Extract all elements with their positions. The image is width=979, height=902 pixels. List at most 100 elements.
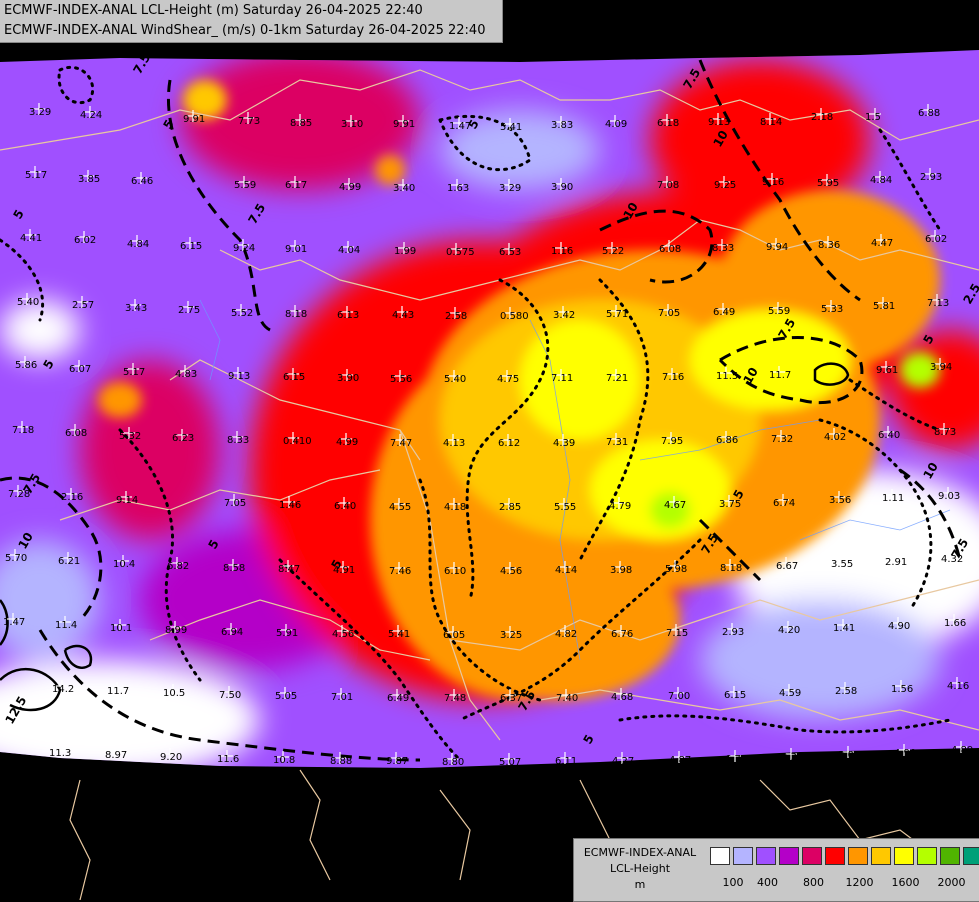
value-label: 8.88 xyxy=(330,756,352,767)
crosshair xyxy=(335,688,347,700)
value-label: 5.40 xyxy=(17,297,39,308)
value-label: 4.41 xyxy=(20,233,42,244)
crosshair xyxy=(615,625,627,637)
crosshair xyxy=(338,497,350,509)
legend-swatch xyxy=(802,847,822,865)
crosshair xyxy=(69,424,81,436)
crosshair xyxy=(557,434,569,446)
legend-tick-label: 1600 xyxy=(891,876,920,889)
value-label: 7.95 xyxy=(661,436,683,447)
value-label: 7.13 xyxy=(927,298,949,309)
crosshair xyxy=(555,178,567,190)
value-label: 5.86 xyxy=(15,360,37,371)
crosshair xyxy=(889,553,901,565)
value-label: 4.82 xyxy=(555,629,577,640)
value-label: 6.08 xyxy=(659,244,681,255)
crosshair xyxy=(672,687,684,699)
crosshair xyxy=(670,624,682,636)
value-label: 4.13 xyxy=(443,438,465,449)
value-label: 6.15 xyxy=(180,241,202,252)
crosshair xyxy=(783,684,795,696)
value-label: 6.86 xyxy=(716,435,738,446)
crosshair xyxy=(723,495,735,507)
value-label: 7.05 xyxy=(224,498,246,509)
legend-swatch xyxy=(963,847,979,865)
value-label: 7.15 xyxy=(666,628,688,639)
value-label: 5.98 xyxy=(665,564,687,575)
value-label: 3.75 xyxy=(719,499,741,510)
crosshair xyxy=(825,300,837,312)
crosshair xyxy=(19,356,31,368)
crosshair xyxy=(341,369,353,381)
value-label: 2.58 xyxy=(835,686,857,697)
value-label: 1.56 xyxy=(891,684,913,695)
crosshair xyxy=(235,304,247,316)
value-label: 7.40 xyxy=(556,693,578,704)
legend-swatch xyxy=(940,847,960,865)
crosshair xyxy=(503,753,515,765)
crosshair xyxy=(815,108,827,120)
crosshair xyxy=(53,744,65,756)
value-label: 6.13 xyxy=(337,310,359,321)
crosshair xyxy=(942,487,954,499)
value-label: 9.13 xyxy=(708,117,730,128)
crosshair xyxy=(334,752,346,764)
crosshair xyxy=(892,617,904,629)
crosshair xyxy=(610,305,622,317)
value-label: 1.99 xyxy=(394,246,416,257)
crosshair xyxy=(280,624,292,636)
crosshair xyxy=(127,363,139,375)
legend-swatch xyxy=(894,847,914,865)
crosshair xyxy=(729,750,741,762)
value-label: 0.580 xyxy=(500,311,529,322)
value-label: 5.07 xyxy=(499,757,521,768)
value-label: 6.94 xyxy=(221,627,243,638)
value-label: 4.84 xyxy=(127,239,149,250)
value-label: 6.76 xyxy=(611,629,633,640)
lcl-height-field xyxy=(0,50,979,768)
crosshair xyxy=(397,115,409,127)
value-label: 4.27 xyxy=(612,756,634,767)
crosshair xyxy=(289,240,301,252)
value-label: 10.5 xyxy=(163,688,185,699)
crosshair xyxy=(785,748,797,760)
crosshair xyxy=(448,498,460,510)
value-label: 9.01 xyxy=(285,244,307,255)
crosshair xyxy=(176,429,188,441)
crosshair xyxy=(394,370,406,382)
crosshair xyxy=(924,168,936,180)
legend-swatch xyxy=(848,847,868,865)
value-label: 0.410 xyxy=(283,436,312,447)
value-label: 5.81 xyxy=(873,301,895,312)
value-label: 9.94 xyxy=(766,242,788,253)
value-label: 6.15 xyxy=(724,690,746,701)
value-label: 7.31 xyxy=(606,437,628,448)
value-label: 7.50 xyxy=(219,690,241,701)
crosshair xyxy=(345,115,357,127)
crosshair xyxy=(451,179,463,191)
legend-swatch xyxy=(733,847,753,865)
value-label: 9.13 xyxy=(228,371,250,382)
value-label: 4.32 xyxy=(941,554,963,565)
crosshair xyxy=(874,171,886,183)
value-label: 4.83 xyxy=(175,369,197,380)
value-label: 6.88 xyxy=(918,108,940,119)
crosshair xyxy=(668,496,680,508)
value-label: 4.56 xyxy=(500,566,522,577)
crosshair xyxy=(502,434,514,446)
value-label: 9.91 xyxy=(393,119,415,130)
crosshair xyxy=(559,752,571,764)
value-label: 5.41 xyxy=(388,629,410,640)
value-label: 6.21 xyxy=(58,556,80,567)
value-label: 6.17 xyxy=(285,180,307,191)
value-label: 5.40 xyxy=(444,374,466,385)
value-label: 8.33 xyxy=(227,435,249,446)
value-label: 1.63 xyxy=(447,183,469,194)
value-label: 4.02 xyxy=(824,432,846,443)
crosshair xyxy=(557,306,569,318)
crosshair xyxy=(875,234,887,246)
crosshair xyxy=(666,368,678,380)
crosshair xyxy=(775,430,787,442)
